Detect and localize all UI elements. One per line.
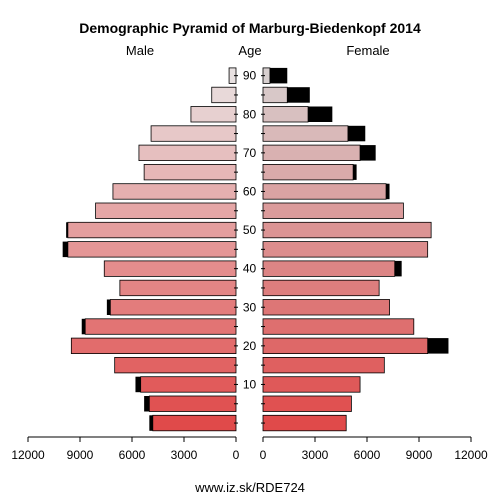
male-bar-30-34 [109, 299, 237, 316]
female-bar-85-89 [262, 86, 288, 104]
female-bar-30-34 [262, 299, 390, 316]
male-bar-5-9 [148, 395, 237, 412]
male-bar-80-84 [190, 106, 237, 123]
female-bar-35-39 [262, 279, 380, 297]
female-bar-25-29 [262, 318, 415, 335]
female-extra-bar-75-79 [347, 125, 366, 142]
female-bar-15-19 [262, 356, 385, 374]
female-extra-bar-40-44 [394, 260, 402, 277]
female-x-tick-label-9000: 9000 [406, 448, 433, 462]
female-bar-75-79 [262, 125, 349, 142]
female-bar-50-54 [262, 221, 432, 239]
age-label: Age [238, 43, 261, 58]
female-extra-bar-65-69 [353, 164, 357, 180]
female-bar-10-14 [262, 376, 361, 393]
female-bar-65-69 [262, 163, 354, 181]
age-tick-label-80: 80 [243, 107, 257, 121]
chart-title: Demographic Pyramid of Marburg-Biedenkop… [79, 20, 421, 36]
age-tick-label-30: 30 [243, 300, 257, 314]
female-x-tick-label-6000: 6000 [354, 448, 381, 462]
male-x-tick-label-0: 0 [233, 448, 240, 462]
male-x-tick-label-9000: 9000 [67, 448, 94, 462]
male-extra-bar-0-4 [149, 415, 153, 431]
male-extra-bar-25-29 [81, 318, 86, 335]
age-tick-label-10: 10 [243, 377, 257, 391]
source-footer: www.iz.sk/RDE724 [194, 480, 305, 495]
male-x-tick-label-3000: 3000 [171, 448, 198, 462]
female-bar-5-9 [262, 395, 352, 412]
male-bar-35-39 [119, 279, 237, 297]
female-label: Female [346, 43, 389, 58]
male-bar-40-44 [103, 260, 237, 277]
male-bar-15-19 [114, 356, 237, 374]
male-bar-25-29 [84, 318, 237, 335]
male-bar-50-54 [67, 221, 237, 239]
male-bar-20-24 [70, 337, 237, 355]
female-bar-0-4 [262, 414, 347, 432]
female-extra-bar-85-89 [287, 87, 310, 103]
female-extra-bar-80-84 [308, 106, 333, 122]
age-tick-label-60: 60 [243, 184, 257, 198]
female-extra-bar-20-24 [427, 338, 449, 354]
female-x-tick-label-3000: 3000 [302, 448, 329, 462]
male-bar-45-49 [67, 241, 237, 258]
female-bar-70-74 [262, 144, 361, 162]
age-tick-label-70: 70 [243, 146, 257, 160]
female-bar-55-59 [262, 202, 404, 219]
male-bar-85-89 [211, 86, 237, 104]
female-bar-60-64 [262, 183, 387, 200]
male-bar-75-79 [150, 125, 237, 142]
male-extra-bar-50-54 [66, 222, 68, 238]
male-extra-bar-10-14 [135, 376, 141, 393]
female-bar-20-24 [262, 337, 429, 355]
female-bar-40-44 [262, 260, 396, 277]
female-extra-bar-60-64 [386, 183, 390, 200]
male-bar-55-59 [95, 202, 237, 219]
age-tick-label-40: 40 [243, 262, 257, 276]
male-bar-65-69 [143, 163, 237, 181]
male-x-tick-label-6000: 6000 [119, 448, 146, 462]
female-extra-bar-70-74 [360, 145, 376, 161]
female-x-tick-label-12000: 12000 [454, 448, 488, 462]
age-tick-label-90: 90 [243, 69, 257, 83]
age-tick-label-20: 20 [243, 339, 257, 353]
male-bar-70-74 [138, 144, 237, 162]
male-x-tick-label-12000: 12000 [11, 448, 45, 462]
age-tick-label-50: 50 [243, 223, 257, 237]
female-x-tick-label-0: 0 [260, 448, 267, 462]
bars-layer [62, 67, 449, 432]
male-bar-10-14 [140, 376, 237, 393]
female-extra-bar-90+ [269, 67, 288, 84]
male-extra-bar-45-49 [62, 241, 68, 258]
male-bar-60-64 [112, 183, 237, 200]
male-extra-bar-30-34 [106, 299, 111, 315]
male-label: Male [126, 43, 154, 58]
axes-layer: 12000 9000 6000 3000 0 0 3000 6000 9000 12000 10 20… [11, 69, 488, 462]
male-bar-0-4 [152, 414, 237, 432]
female-bar-80-84 [262, 106, 309, 123]
female-bar-45-49 [262, 241, 429, 258]
male-extra-bar-5-9 [144, 396, 150, 412]
